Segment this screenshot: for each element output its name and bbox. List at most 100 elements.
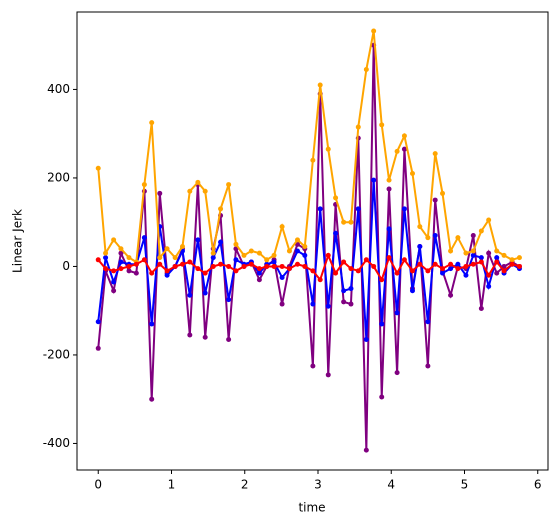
- series-point: [455, 235, 461, 241]
- series-point: [264, 257, 270, 263]
- series-point: [202, 270, 208, 276]
- series-point: [164, 272, 170, 278]
- series-point: [294, 261, 300, 267]
- series-point: [478, 228, 484, 234]
- series-point: [279, 224, 285, 230]
- y-tick-label: 400: [47, 82, 70, 96]
- series-point: [448, 261, 454, 267]
- series-point: [210, 255, 216, 261]
- series-point: [118, 250, 124, 256]
- x-tick-label: 5: [461, 478, 469, 492]
- series-point: [463, 263, 469, 269]
- series-point: [409, 288, 415, 294]
- series-point: [241, 263, 247, 269]
- series-point: [226, 263, 232, 269]
- series-point: [179, 244, 185, 250]
- x-tick-label: 2: [241, 478, 249, 492]
- series-point: [478, 305, 484, 311]
- series-point: [141, 182, 147, 188]
- series-point: [448, 292, 454, 298]
- series-point: [509, 261, 515, 267]
- series-point: [256, 250, 262, 256]
- series-point: [501, 252, 507, 258]
- series-point: [417, 261, 423, 267]
- series-point: [256, 277, 262, 283]
- series-point: [448, 266, 454, 272]
- series-point: [164, 246, 170, 252]
- series-point: [172, 255, 178, 261]
- series-point: [187, 259, 193, 265]
- series-point: [371, 177, 377, 183]
- series-point: [448, 248, 454, 254]
- series-point: [371, 28, 377, 34]
- series-point: [141, 235, 147, 241]
- series-point: [279, 263, 285, 269]
- series-point: [195, 266, 201, 272]
- series-point: [95, 345, 101, 351]
- series-point: [509, 257, 515, 263]
- series-point: [187, 188, 193, 194]
- series-point: [386, 186, 392, 192]
- series-point: [271, 252, 277, 258]
- series-point: [279, 275, 285, 281]
- series-point: [302, 244, 308, 250]
- series-point: [202, 334, 208, 340]
- series-point: [348, 266, 354, 272]
- series-point: [432, 261, 438, 267]
- series-point: [325, 146, 331, 152]
- y-axis-label: Linear Jerk: [11, 209, 25, 273]
- series-point: [341, 299, 347, 305]
- series-point: [440, 190, 446, 196]
- series-point: [486, 250, 492, 256]
- series-point: [302, 263, 308, 269]
- series-point: [256, 266, 262, 272]
- series-point: [341, 219, 347, 225]
- series-point: [317, 277, 323, 283]
- series-point: [494, 259, 500, 265]
- series-point: [394, 270, 400, 276]
- series-point: [111, 279, 117, 285]
- x-tick-label: 4: [387, 478, 395, 492]
- series-point: [233, 257, 239, 263]
- series-point: [149, 120, 155, 126]
- series-point: [164, 268, 170, 274]
- series-point: [294, 237, 300, 243]
- series-point: [386, 177, 392, 183]
- series-point: [470, 252, 476, 258]
- series-point: [179, 261, 185, 267]
- series-point: [355, 124, 361, 130]
- series-point: [394, 310, 400, 316]
- series-point: [425, 268, 431, 274]
- series-point: [470, 248, 476, 254]
- series-point: [256, 270, 262, 276]
- series-point: [463, 272, 469, 278]
- series-point: [325, 252, 331, 258]
- series-point: [310, 268, 316, 274]
- series-point: [118, 259, 124, 265]
- series-point: [149, 321, 155, 327]
- series-point: [409, 171, 415, 177]
- series-point: [486, 283, 492, 289]
- series-point: [516, 263, 522, 269]
- series-point: [386, 226, 392, 232]
- series-point: [355, 206, 361, 212]
- series-point: [486, 217, 492, 223]
- series-point: [432, 151, 438, 157]
- series-point: [187, 292, 193, 298]
- series-point: [202, 188, 208, 194]
- series-point: [118, 246, 124, 252]
- series-point: [494, 270, 500, 276]
- series-point: [111, 237, 117, 243]
- series-point: [157, 255, 163, 261]
- series-point: [348, 301, 354, 307]
- series-point: [157, 261, 163, 267]
- x-tick-label: 0: [94, 478, 102, 492]
- series-point: [386, 255, 392, 261]
- series-point: [501, 268, 507, 274]
- y-tick-label: 0: [62, 259, 70, 273]
- series-point: [455, 266, 461, 272]
- series-point: [149, 270, 155, 276]
- series-point: [218, 206, 224, 212]
- series-point: [286, 248, 292, 254]
- series-point: [494, 255, 500, 261]
